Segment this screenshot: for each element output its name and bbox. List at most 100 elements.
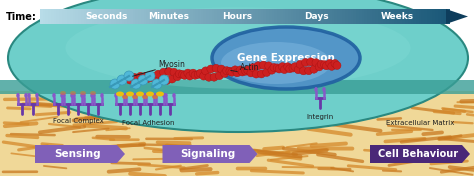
Bar bbox=[81, 9, 84, 24]
Bar bbox=[438, 9, 442, 24]
Text: Days: Days bbox=[304, 12, 328, 21]
Bar bbox=[83, 9, 87, 24]
Bar bbox=[427, 9, 431, 24]
Circle shape bbox=[249, 64, 257, 72]
Bar bbox=[342, 9, 346, 24]
Bar bbox=[236, 9, 240, 24]
Bar bbox=[168, 9, 172, 24]
Bar bbox=[78, 9, 82, 24]
Circle shape bbox=[131, 74, 139, 82]
Ellipse shape bbox=[314, 87, 318, 92]
Circle shape bbox=[242, 67, 250, 75]
Bar bbox=[331, 9, 335, 24]
Ellipse shape bbox=[114, 93, 118, 98]
Circle shape bbox=[144, 74, 152, 83]
Bar bbox=[429, 9, 433, 24]
Bar bbox=[225, 9, 229, 24]
Circle shape bbox=[181, 71, 189, 79]
Circle shape bbox=[238, 68, 246, 76]
Bar bbox=[337, 9, 341, 24]
Circle shape bbox=[273, 64, 281, 72]
Bar bbox=[119, 9, 123, 24]
Bar bbox=[370, 9, 374, 24]
Bar bbox=[165, 9, 169, 24]
Circle shape bbox=[226, 67, 234, 75]
Circle shape bbox=[294, 66, 302, 74]
Ellipse shape bbox=[146, 92, 154, 96]
Bar bbox=[362, 9, 365, 24]
Text: Actin: Actin bbox=[240, 63, 259, 72]
Bar bbox=[266, 9, 270, 24]
Bar bbox=[245, 9, 248, 24]
Ellipse shape bbox=[92, 93, 96, 98]
Circle shape bbox=[307, 58, 315, 66]
Bar bbox=[283, 9, 286, 24]
Bar bbox=[392, 9, 395, 24]
Bar bbox=[446, 9, 450, 24]
Bar bbox=[296, 9, 300, 24]
Bar bbox=[288, 9, 292, 24]
Circle shape bbox=[159, 75, 169, 85]
Bar bbox=[157, 9, 161, 24]
Bar bbox=[264, 9, 267, 24]
Circle shape bbox=[317, 60, 325, 68]
Circle shape bbox=[210, 73, 218, 81]
Ellipse shape bbox=[132, 93, 136, 98]
Bar bbox=[97, 9, 101, 24]
Bar bbox=[127, 9, 131, 24]
Bar bbox=[326, 9, 330, 24]
Bar bbox=[141, 9, 145, 24]
Ellipse shape bbox=[221, 42, 331, 84]
Bar bbox=[247, 9, 251, 24]
Bar bbox=[304, 9, 308, 24]
Ellipse shape bbox=[136, 92, 144, 96]
Circle shape bbox=[254, 62, 262, 70]
Bar bbox=[201, 9, 204, 24]
Bar bbox=[54, 9, 57, 24]
Circle shape bbox=[326, 59, 334, 67]
Bar bbox=[239, 9, 243, 24]
Bar bbox=[253, 9, 256, 24]
Bar bbox=[386, 9, 390, 24]
Bar bbox=[432, 9, 436, 24]
Circle shape bbox=[301, 58, 310, 67]
Circle shape bbox=[320, 61, 328, 69]
Bar bbox=[133, 9, 137, 24]
Circle shape bbox=[168, 75, 176, 83]
Text: Hours: Hours bbox=[222, 12, 252, 21]
Bar bbox=[203, 9, 207, 24]
Bar bbox=[43, 9, 46, 24]
Ellipse shape bbox=[164, 93, 168, 98]
Text: Seconds: Seconds bbox=[85, 12, 128, 21]
Ellipse shape bbox=[62, 93, 66, 98]
Circle shape bbox=[175, 70, 183, 78]
Bar bbox=[138, 9, 142, 24]
Ellipse shape bbox=[322, 87, 326, 92]
Ellipse shape bbox=[124, 93, 128, 98]
Bar bbox=[103, 9, 106, 24]
Bar bbox=[364, 9, 368, 24]
Circle shape bbox=[231, 66, 239, 74]
Bar bbox=[405, 9, 409, 24]
Circle shape bbox=[228, 68, 236, 76]
Bar bbox=[323, 9, 327, 24]
Ellipse shape bbox=[16, 93, 20, 98]
Bar bbox=[223, 9, 226, 24]
Polygon shape bbox=[370, 145, 470, 163]
Ellipse shape bbox=[52, 93, 56, 98]
Ellipse shape bbox=[122, 93, 126, 98]
Bar bbox=[231, 9, 235, 24]
Circle shape bbox=[296, 60, 304, 68]
Circle shape bbox=[333, 61, 341, 70]
Circle shape bbox=[286, 65, 294, 73]
Circle shape bbox=[137, 72, 145, 80]
Bar bbox=[348, 9, 352, 24]
Bar bbox=[64, 9, 68, 24]
Circle shape bbox=[247, 69, 255, 77]
Bar bbox=[62, 9, 65, 24]
Bar bbox=[424, 9, 428, 24]
Bar bbox=[345, 9, 349, 24]
Circle shape bbox=[275, 65, 283, 73]
Bar bbox=[402, 9, 406, 24]
Bar bbox=[258, 9, 262, 24]
